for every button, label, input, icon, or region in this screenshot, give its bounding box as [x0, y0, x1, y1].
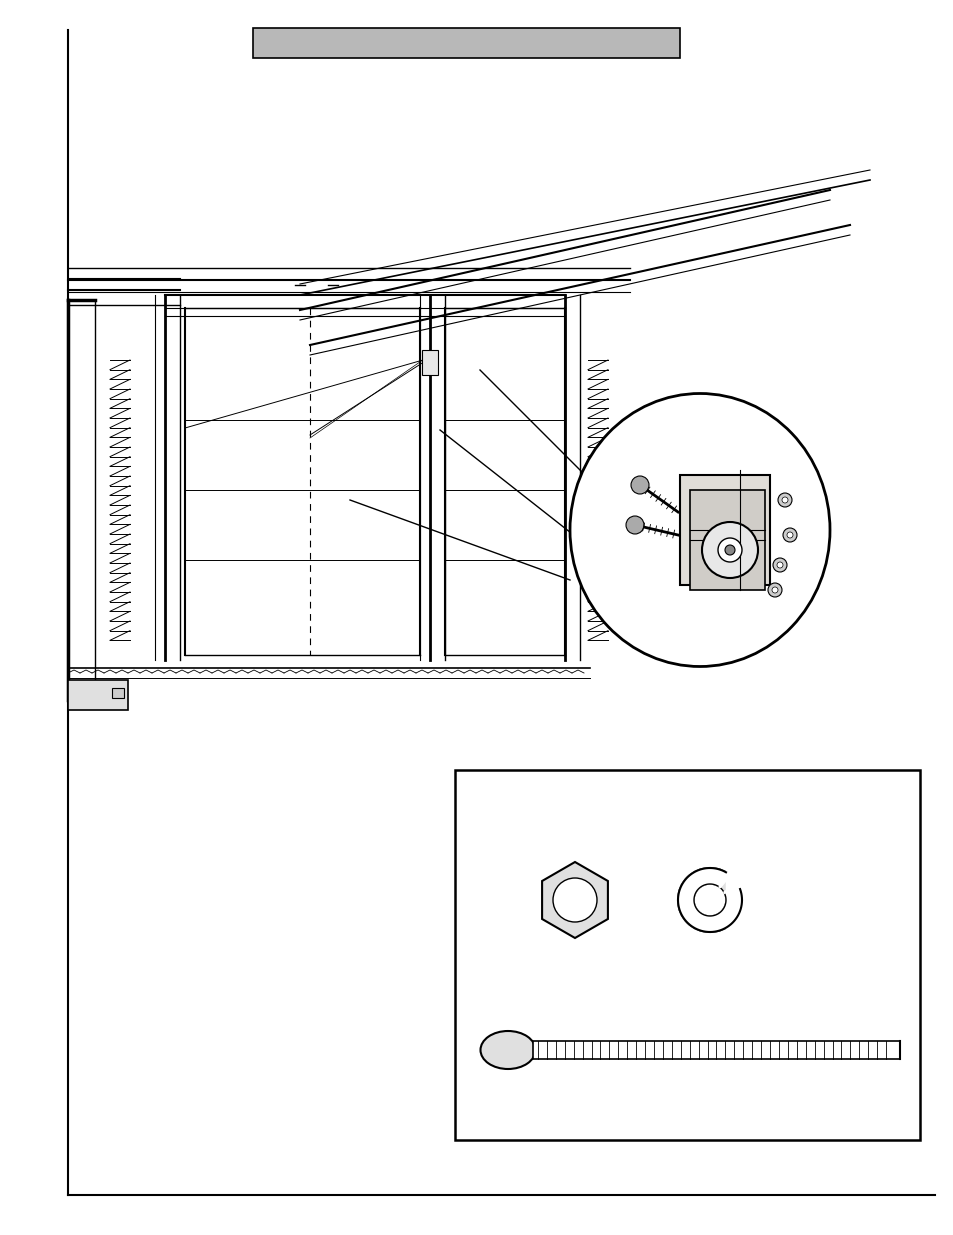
Circle shape: [625, 516, 643, 534]
Polygon shape: [678, 868, 741, 932]
Circle shape: [553, 878, 597, 923]
Bar: [112, 688, 124, 698]
Bar: [689, 490, 764, 590]
Circle shape: [782, 529, 796, 542]
Bar: [68, 680, 128, 710]
Circle shape: [767, 583, 781, 597]
Circle shape: [786, 532, 792, 538]
Circle shape: [678, 868, 741, 932]
Circle shape: [781, 496, 787, 503]
Bar: [679, 475, 769, 585]
Circle shape: [693, 884, 725, 916]
Circle shape: [630, 475, 648, 494]
Ellipse shape: [569, 394, 829, 667]
Circle shape: [778, 493, 791, 508]
Circle shape: [718, 538, 741, 562]
Circle shape: [724, 545, 734, 555]
Bar: [421, 350, 437, 375]
Ellipse shape: [480, 1031, 535, 1070]
Bar: [253, 28, 679, 58]
Circle shape: [776, 562, 782, 568]
Circle shape: [771, 587, 778, 593]
Circle shape: [701, 522, 758, 578]
Bar: [533, 1041, 899, 1058]
Circle shape: [772, 558, 786, 572]
Polygon shape: [541, 862, 607, 939]
Bar: [455, 769, 919, 1140]
